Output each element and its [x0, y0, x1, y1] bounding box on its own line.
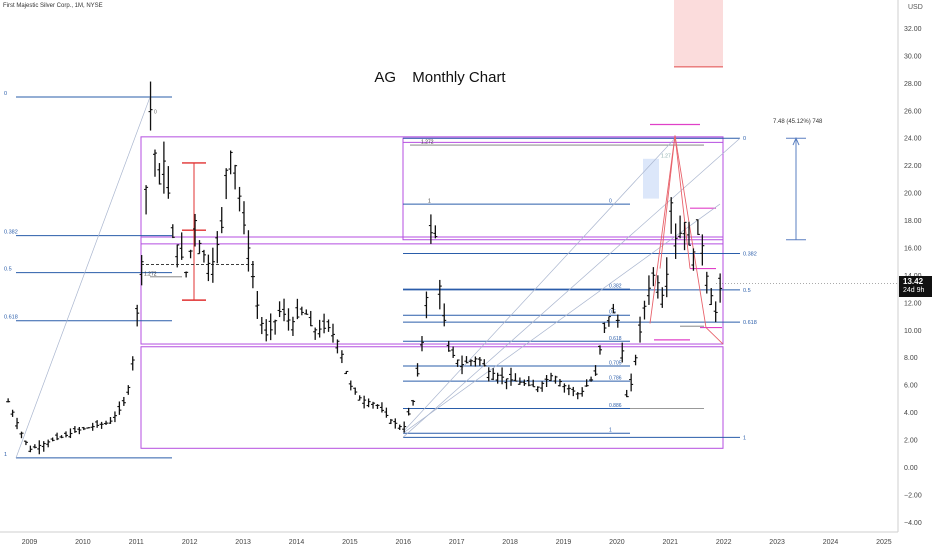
symbol-header: First Majestic Silver Corp., 1M, NYSE [3, 3, 103, 9]
extension-label: 1.272 [421, 140, 434, 146]
fib-label-middle: 0 [609, 199, 612, 205]
y-tick-label: −4.00 [904, 520, 922, 527]
projection-zone [643, 158, 659, 199]
trend-diagonal [402, 137, 676, 433]
y-tick-label: 20.00 [904, 191, 922, 198]
range-box-upper [140, 136, 724, 345]
fib-label-right: 0.5 [743, 288, 751, 294]
fib-label-right: 0.618 [743, 320, 757, 326]
y-tick-label: 8.00 [904, 355, 918, 362]
y-tick-label: 16.00 [904, 245, 922, 252]
x-tick-label: 2018 [502, 539, 518, 546]
fib-label-middle: 0.886 [609, 403, 622, 409]
y-tick-label: 18.00 [904, 218, 922, 225]
x-tick-label: 2020 [609, 539, 625, 546]
y-tick-label: 10.00 [904, 328, 922, 335]
y-tick-label: 0.00 [904, 465, 918, 472]
y-tick-label: −2.00 [904, 492, 922, 499]
fib-label-left: 1 [4, 452, 7, 458]
y-tick-label: 28.00 [904, 81, 922, 88]
x-tick-label: 2022 [716, 539, 732, 546]
fib-label-middle: 0.382 [609, 284, 622, 290]
fib-label-middle: 1 [609, 428, 612, 434]
x-tick-label: 2014 [289, 539, 305, 546]
fib-label-middle: 0.786 [609, 376, 622, 382]
x-tick-label: 2013 [235, 539, 251, 546]
currency-label: USD [908, 4, 923, 11]
fib-label-left: 0.5 [4, 267, 12, 273]
fib-label-left: 0 [4, 91, 7, 97]
pattern-line [649, 135, 724, 345]
y-tick-label: 26.00 [904, 108, 922, 115]
measure-arrow [792, 136, 800, 146]
x-tick-label: 2023 [769, 539, 785, 546]
trend-diagonal [15, 96, 151, 459]
x-tick-label: 2009 [22, 539, 38, 546]
measure-annotation: 7.48 (45.12%) 748 [773, 119, 823, 125]
fib-label-middle: 0.618 [609, 336, 622, 342]
y-tick-label: 6.00 [904, 383, 918, 390]
y-tick-label: 32.00 [904, 26, 922, 33]
y-tick-label: 12.00 [904, 300, 922, 307]
fib-label-left: 0.382 [4, 230, 18, 236]
x-tick-label: 2016 [396, 539, 412, 546]
fib-label-right: 0 [743, 136, 746, 142]
y-tick-label: 24.00 [904, 136, 922, 143]
x-tick-label: 2021 [663, 539, 679, 546]
extension-label: 0 [154, 109, 157, 115]
last-price-value: 13.42 [903, 277, 924, 286]
y-tick-label: 22.00 [904, 163, 922, 170]
x-tick-label: 2017 [449, 539, 465, 546]
y-tick-label: 30.00 [904, 53, 922, 60]
range-box-lower [140, 346, 724, 449]
fib-label-middle: 0.705 [609, 360, 622, 366]
extension-label: 1 [428, 199, 431, 205]
y-tick-label: 4.00 [904, 410, 918, 417]
trend-diagonal [402, 137, 741, 438]
last-price-tag: 13.42 24d 9h [899, 276, 932, 297]
fib-label-middle: 0.5 [609, 310, 616, 316]
extension-label: 1.27 [661, 153, 671, 159]
x-tick-label: 2019 [556, 539, 572, 546]
title-symbol: AG [374, 69, 397, 86]
bar-countdown: 24d 9h [903, 287, 925, 294]
extension-label: 1.272 [144, 271, 157, 277]
fib-label-left: 0.618 [4, 315, 18, 321]
x-tick-label: 2015 [342, 539, 358, 546]
x-tick-label: 2024 [823, 539, 839, 546]
target-zone [674, 0, 723, 67]
title-subtitle: Monthly Chart [412, 69, 506, 86]
fib-label-right: 0.382 [743, 251, 757, 257]
x-tick-label: 2025 [876, 539, 892, 546]
chart-title: AG Monthly Chart [0, 69, 880, 86]
fib-label-right: 1 [743, 435, 746, 441]
x-tick-label: 2011 [129, 539, 144, 546]
trend-diagonal [402, 203, 721, 434]
x-tick-label: 2012 [182, 539, 198, 546]
y-tick-label: 2.00 [904, 438, 918, 445]
x-tick-label: 2010 [75, 539, 91, 546]
